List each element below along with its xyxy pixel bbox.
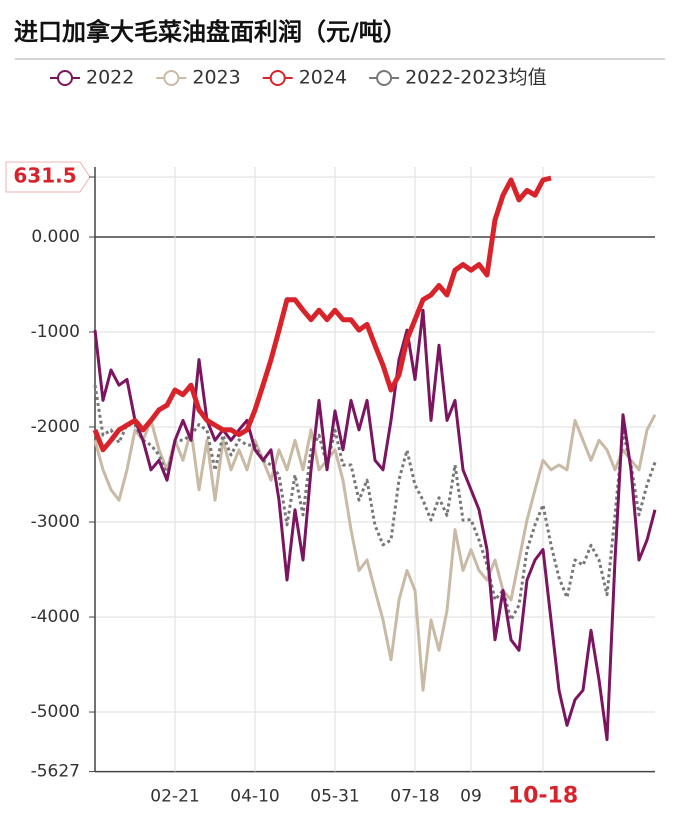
y-tick-label: 631.5 <box>13 164 76 188</box>
legend-swatch-dot <box>376 70 393 86</box>
y-tick-label: -3000 <box>31 512 80 532</box>
y-tick-label: -4000 <box>31 607 80 627</box>
legend-label: 2023 <box>192 67 240 89</box>
legend-swatch-dot <box>57 70 73 86</box>
tick-highlight-box <box>5 161 91 193</box>
legend-swatch-dot <box>163 70 180 86</box>
x-tick-label: 10-18 <box>508 784 578 809</box>
x-tick-label: 02-21 <box>150 787 199 807</box>
legend-label: 2022-2023均值 <box>405 67 547 89</box>
x-tick-label: 09 <box>460 787 482 807</box>
legend-item: 2024 <box>262 67 347 89</box>
series-line <box>93 384 657 622</box>
legend-label: 2022 <box>86 67 134 89</box>
y-tick-label: -5627 <box>31 762 80 782</box>
series-line <box>93 414 657 692</box>
x-tick-label: 07-18 <box>390 787 439 807</box>
series-line <box>92 175 552 453</box>
x-tick-label: 05-31 <box>310 787 359 807</box>
series-line <box>93 308 657 742</box>
legend-label: 2024 <box>299 67 347 89</box>
chart-title: 进口加拿大毛菜油盘面利润（元/吨） <box>14 18 407 46</box>
x-tick-label: 04-10 <box>230 787 279 807</box>
y-tick-label: -1000 <box>31 322 80 342</box>
legend-item: 2022-2023均值 <box>369 67 547 89</box>
legend-swatch-dot <box>269 70 286 86</box>
legend-item: 2023 <box>156 67 241 89</box>
legend-item: 2022 <box>50 67 134 89</box>
y-tick-label: 0.000 <box>31 227 80 247</box>
y-tick-label: -2000 <box>31 417 80 437</box>
y-tick-label: -5000 <box>31 702 80 722</box>
